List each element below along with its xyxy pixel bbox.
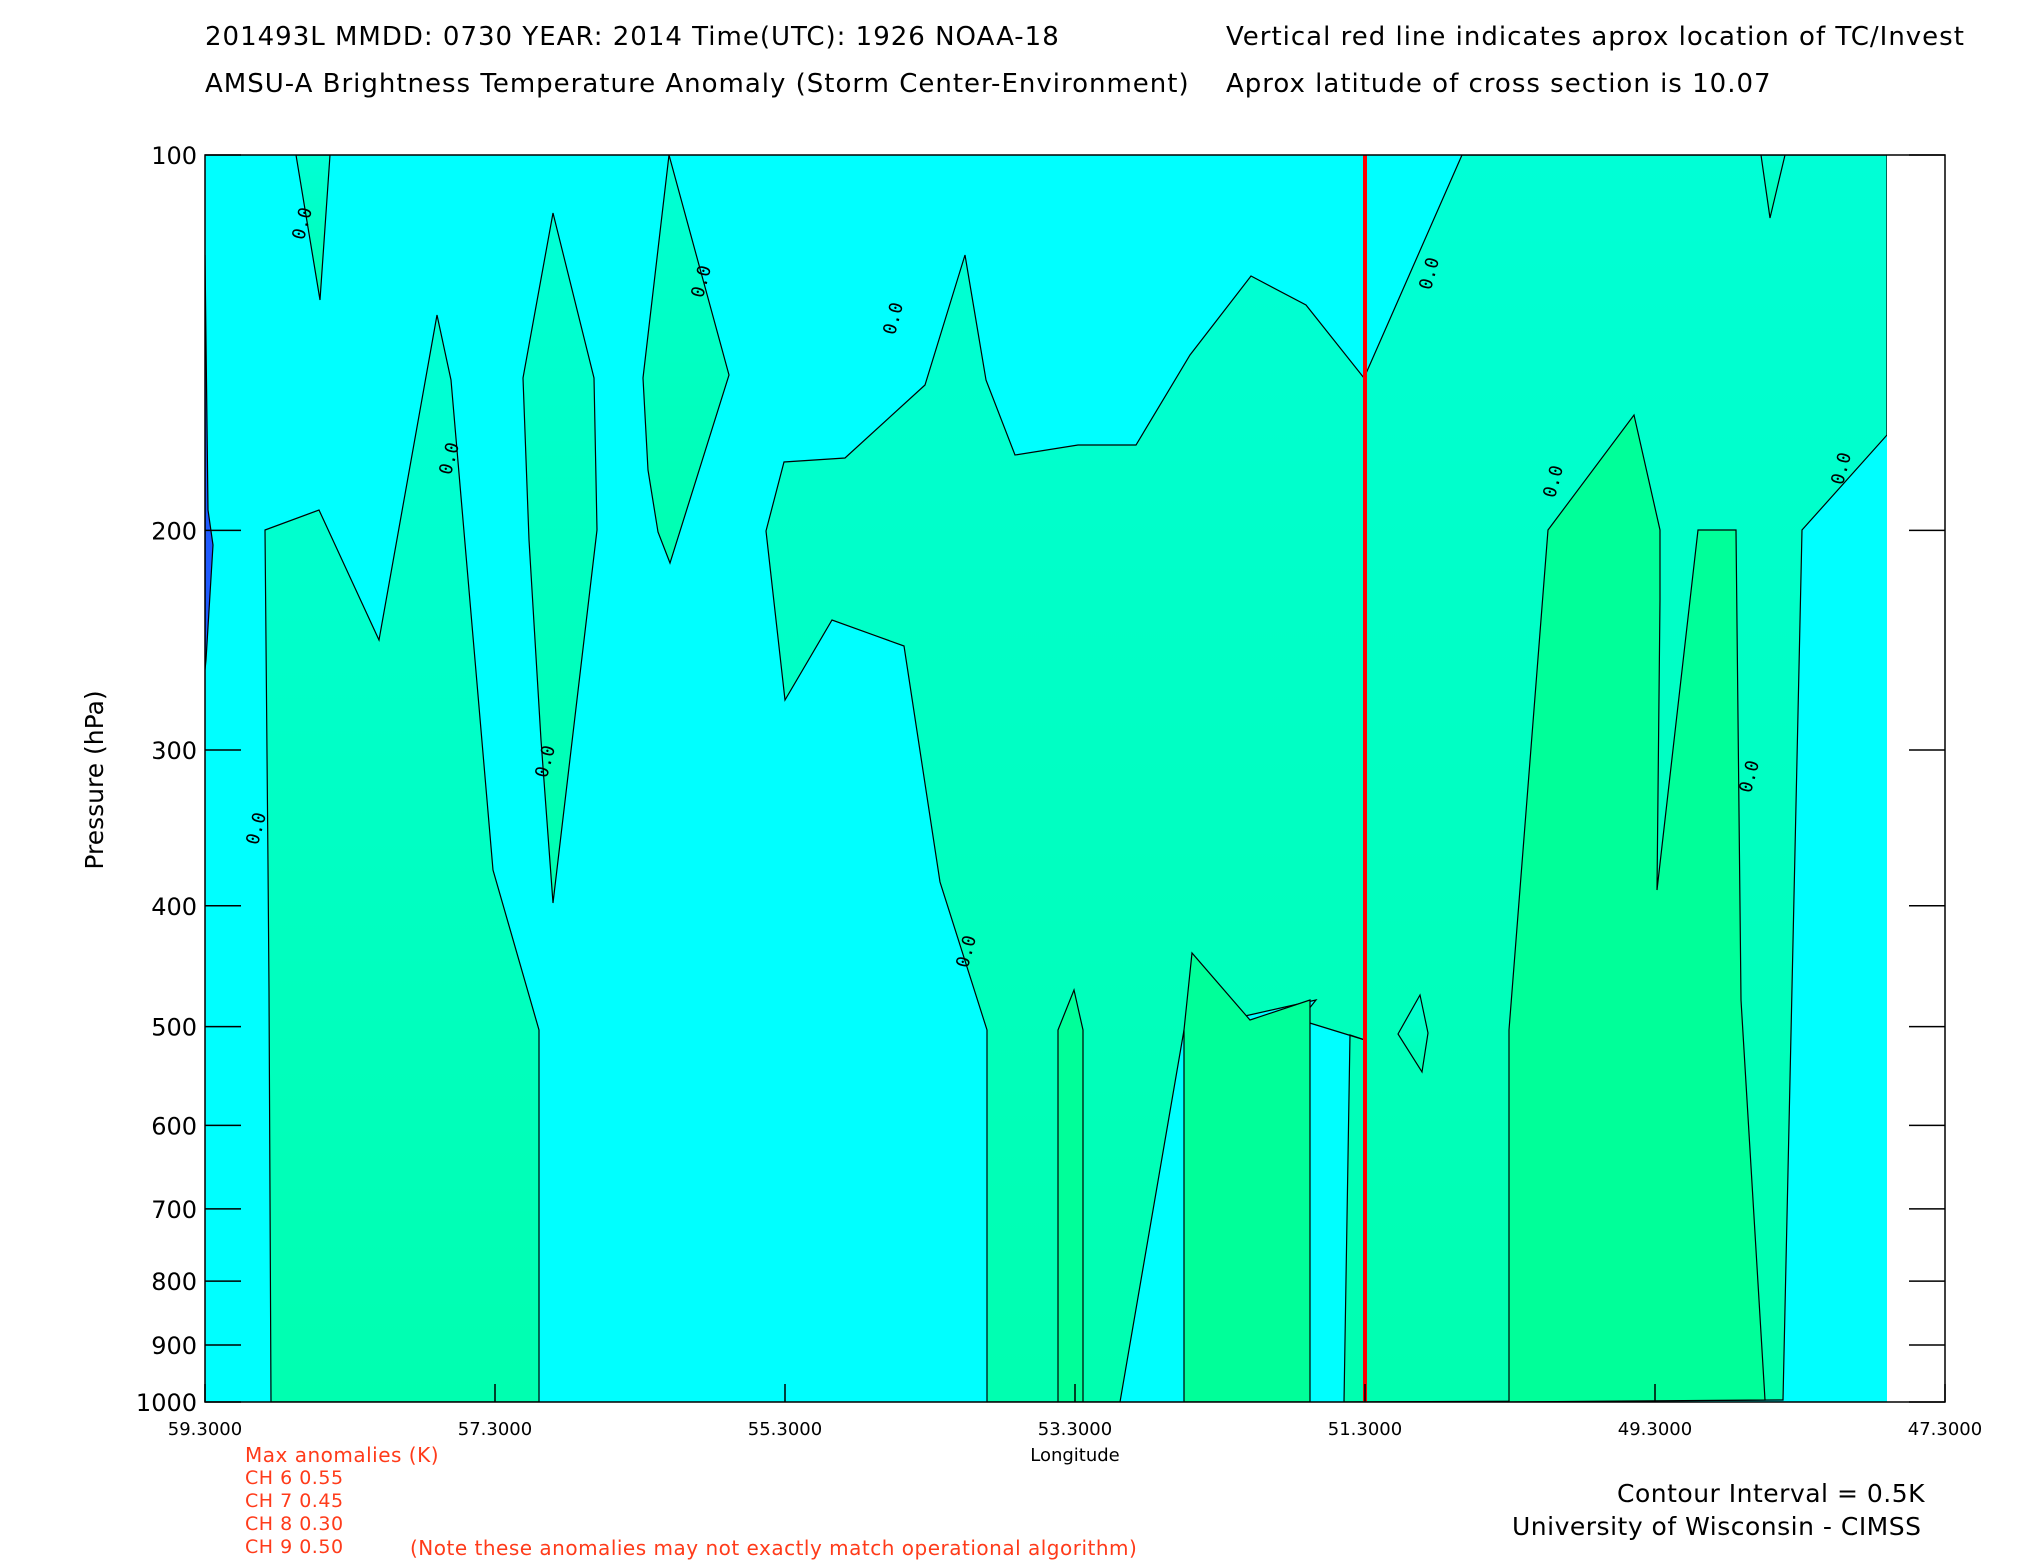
contour-interval: Contour Interval = 0.5K	[1617, 1479, 1925, 1508]
positive-region-top-right	[1760, 155, 1786, 219]
anomaly-ch9: CH 9 0.50	[245, 1536, 344, 1558]
header-line1-right: Vertical red line indicates aprox locati…	[1226, 22, 1965, 52]
header-line2-right: Aprox latitude of cross section is 10.07	[1226, 69, 1772, 99]
header-line1-left: 201493L MMDD: 0730 YEAR: 2014 Time(UTC):…	[205, 22, 1060, 52]
anomaly-ch7: CH 7 0.45	[245, 1490, 344, 1512]
credit: University of Wisconsin - CIMSS	[1512, 1512, 1922, 1541]
x-tick-label-51.3000: 51.3000	[1328, 1419, 1402, 1440]
y-axis: 100 200 300 400 500 600 700 800 900 1000	[136, 142, 1945, 1417]
y-tick-label-500: 500	[151, 1014, 197, 1042]
positive-region-narrow-1	[522, 212, 598, 904]
x-tick-label-55.3000: 55.3000	[748, 1419, 822, 1440]
strong-positive-region-3	[1508, 413, 1766, 1402]
x-tick-label-57.3000: 57.3000	[458, 1419, 532, 1440]
positive-region-top-1	[295, 155, 331, 301]
y-tick-label-700: 700	[151, 1196, 197, 1224]
y-tick-label-100: 100	[151, 142, 197, 170]
x-axis: 59.3000 57.3000 55.3000 53.3000 51.3000 49.30…	[168, 1384, 1982, 1440]
y-tick-label-800: 800	[151, 1268, 197, 1296]
x-axis-label: Longitude	[1030, 1445, 1120, 1466]
strong-positive-region-1	[1057, 987, 1084, 1402]
y-tick-label-900: 900	[151, 1332, 197, 1360]
x-tick-label-49.3000: 49.3000	[1618, 1419, 1692, 1440]
anomalies-note: (Note these anomalies may not exactly ma…	[410, 1536, 1138, 1560]
positive-region-narrow-2	[642, 155, 730, 565]
strong-positive-region-2	[1183, 951, 1311, 1402]
y-tick-label-1000: 1000	[136, 1389, 197, 1417]
anomalies-title: Max anomalies (K)	[245, 1443, 440, 1467]
min-anomaly-region	[205, 254, 214, 671]
anomaly-ch8: CH 8 0.30	[245, 1513, 344, 1535]
y-tick-label-400: 400	[151, 893, 197, 921]
y-axis-label: Pressure (hPa)	[80, 690, 109, 869]
plot-area: 0.00.00.00.00.00.00.00.00.0 0.00.0	[205, 155, 1887, 1402]
header-line2-left: AMSU-A Brightness Temperature Anomaly (S…	[205, 69, 1190, 99]
anomaly-ch6: CH 6 0.55	[245, 1467, 344, 1489]
x-tick-label-53.3000: 53.3000	[1038, 1419, 1112, 1440]
y-tick-label-600: 600	[151, 1112, 197, 1140]
y-tick-label-200: 200	[151, 517, 197, 545]
x-tick-label-47.3000: 47.3000	[1908, 1419, 1982, 1440]
positive-region-west	[264, 314, 540, 1402]
y-tick-label-300: 300	[151, 737, 197, 765]
positive-region-isolated	[1397, 993, 1429, 1074]
x-tick-label-59.3000: 59.3000	[168, 1419, 242, 1440]
